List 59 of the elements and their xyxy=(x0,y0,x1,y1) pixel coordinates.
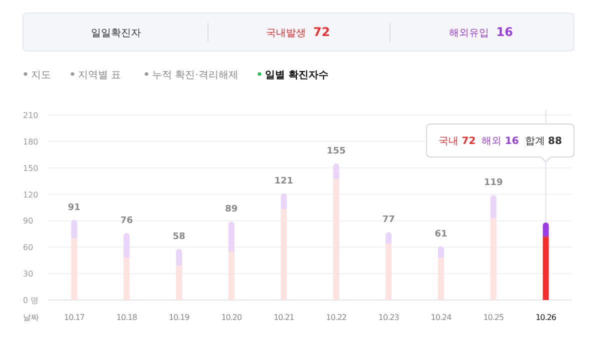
x-tick-label: 10.22 xyxy=(326,313,347,322)
total-label: 61 xyxy=(434,229,448,240)
bar xyxy=(280,193,287,210)
bar xyxy=(176,248,182,266)
bar xyxy=(438,246,444,258)
text: 해외유입 16 xyxy=(449,25,513,39)
x-tick-label: 10.21 xyxy=(274,313,294,322)
bar xyxy=(124,233,130,258)
y-tick-label: 180 xyxy=(23,137,38,146)
x-tick-label: 10.24 xyxy=(430,313,452,322)
total-label: 91 xyxy=(68,202,80,213)
x-tick-label: 10.25 xyxy=(483,313,504,322)
bar xyxy=(542,236,549,300)
bar xyxy=(228,222,234,252)
y-tick-label: 210 xyxy=(23,111,38,120)
text: 누적 확진·격리해제 xyxy=(152,70,238,81)
text: 지도 xyxy=(31,70,51,81)
x-tick-label: 10.19 xyxy=(168,313,190,322)
tooltip: 국내 72 해외 16 합계 88 xyxy=(426,124,574,162)
annotation: 합계 88 xyxy=(524,136,562,147)
text: 일별 확진자수 xyxy=(265,70,328,81)
bar xyxy=(542,222,549,237)
bar xyxy=(176,266,182,300)
bar xyxy=(71,238,78,300)
bar xyxy=(386,232,392,244)
total-label: 76 xyxy=(120,216,133,226)
bar xyxy=(386,244,392,300)
y-tick-label: 60 xyxy=(23,243,34,252)
total-label: 119 xyxy=(484,178,503,188)
bar xyxy=(228,252,234,300)
x-tick-label: 10.17 xyxy=(64,313,85,322)
bar xyxy=(124,258,130,300)
bar xyxy=(333,179,340,300)
x-axis-title: 날짜 xyxy=(23,313,39,322)
total-label: 77 xyxy=(382,215,395,226)
total-label: 121 xyxy=(274,176,294,186)
y-tick-label: 0 명 xyxy=(23,296,39,305)
y-tick-label: 150 xyxy=(23,164,38,173)
x-tick-label: 10.26 xyxy=(536,313,556,322)
text: 국내발생 72 xyxy=(266,25,330,39)
bar xyxy=(333,163,340,180)
text: 일일확진자 xyxy=(91,28,141,39)
x-tick-label: 10.18 xyxy=(116,313,138,322)
y-tick-label: 120 xyxy=(23,190,38,200)
y-tick-label: 90 xyxy=(23,216,34,226)
bar xyxy=(71,220,78,238)
text: 지역별 표 xyxy=(78,70,122,81)
x-tick-label: 10.20 xyxy=(221,313,242,322)
bar xyxy=(280,209,287,300)
total-label: 155 xyxy=(326,146,346,156)
bar xyxy=(490,195,496,218)
bar xyxy=(438,258,444,300)
x-tick-label: 10.23 xyxy=(378,313,400,322)
y-tick-label: 30 xyxy=(23,270,34,279)
total-label: 58 xyxy=(172,232,186,242)
annotation: 해외 16 xyxy=(482,136,519,147)
bar xyxy=(490,218,496,300)
total-label: 89 xyxy=(225,204,238,215)
annotation: 국내 72 xyxy=(438,136,476,147)
